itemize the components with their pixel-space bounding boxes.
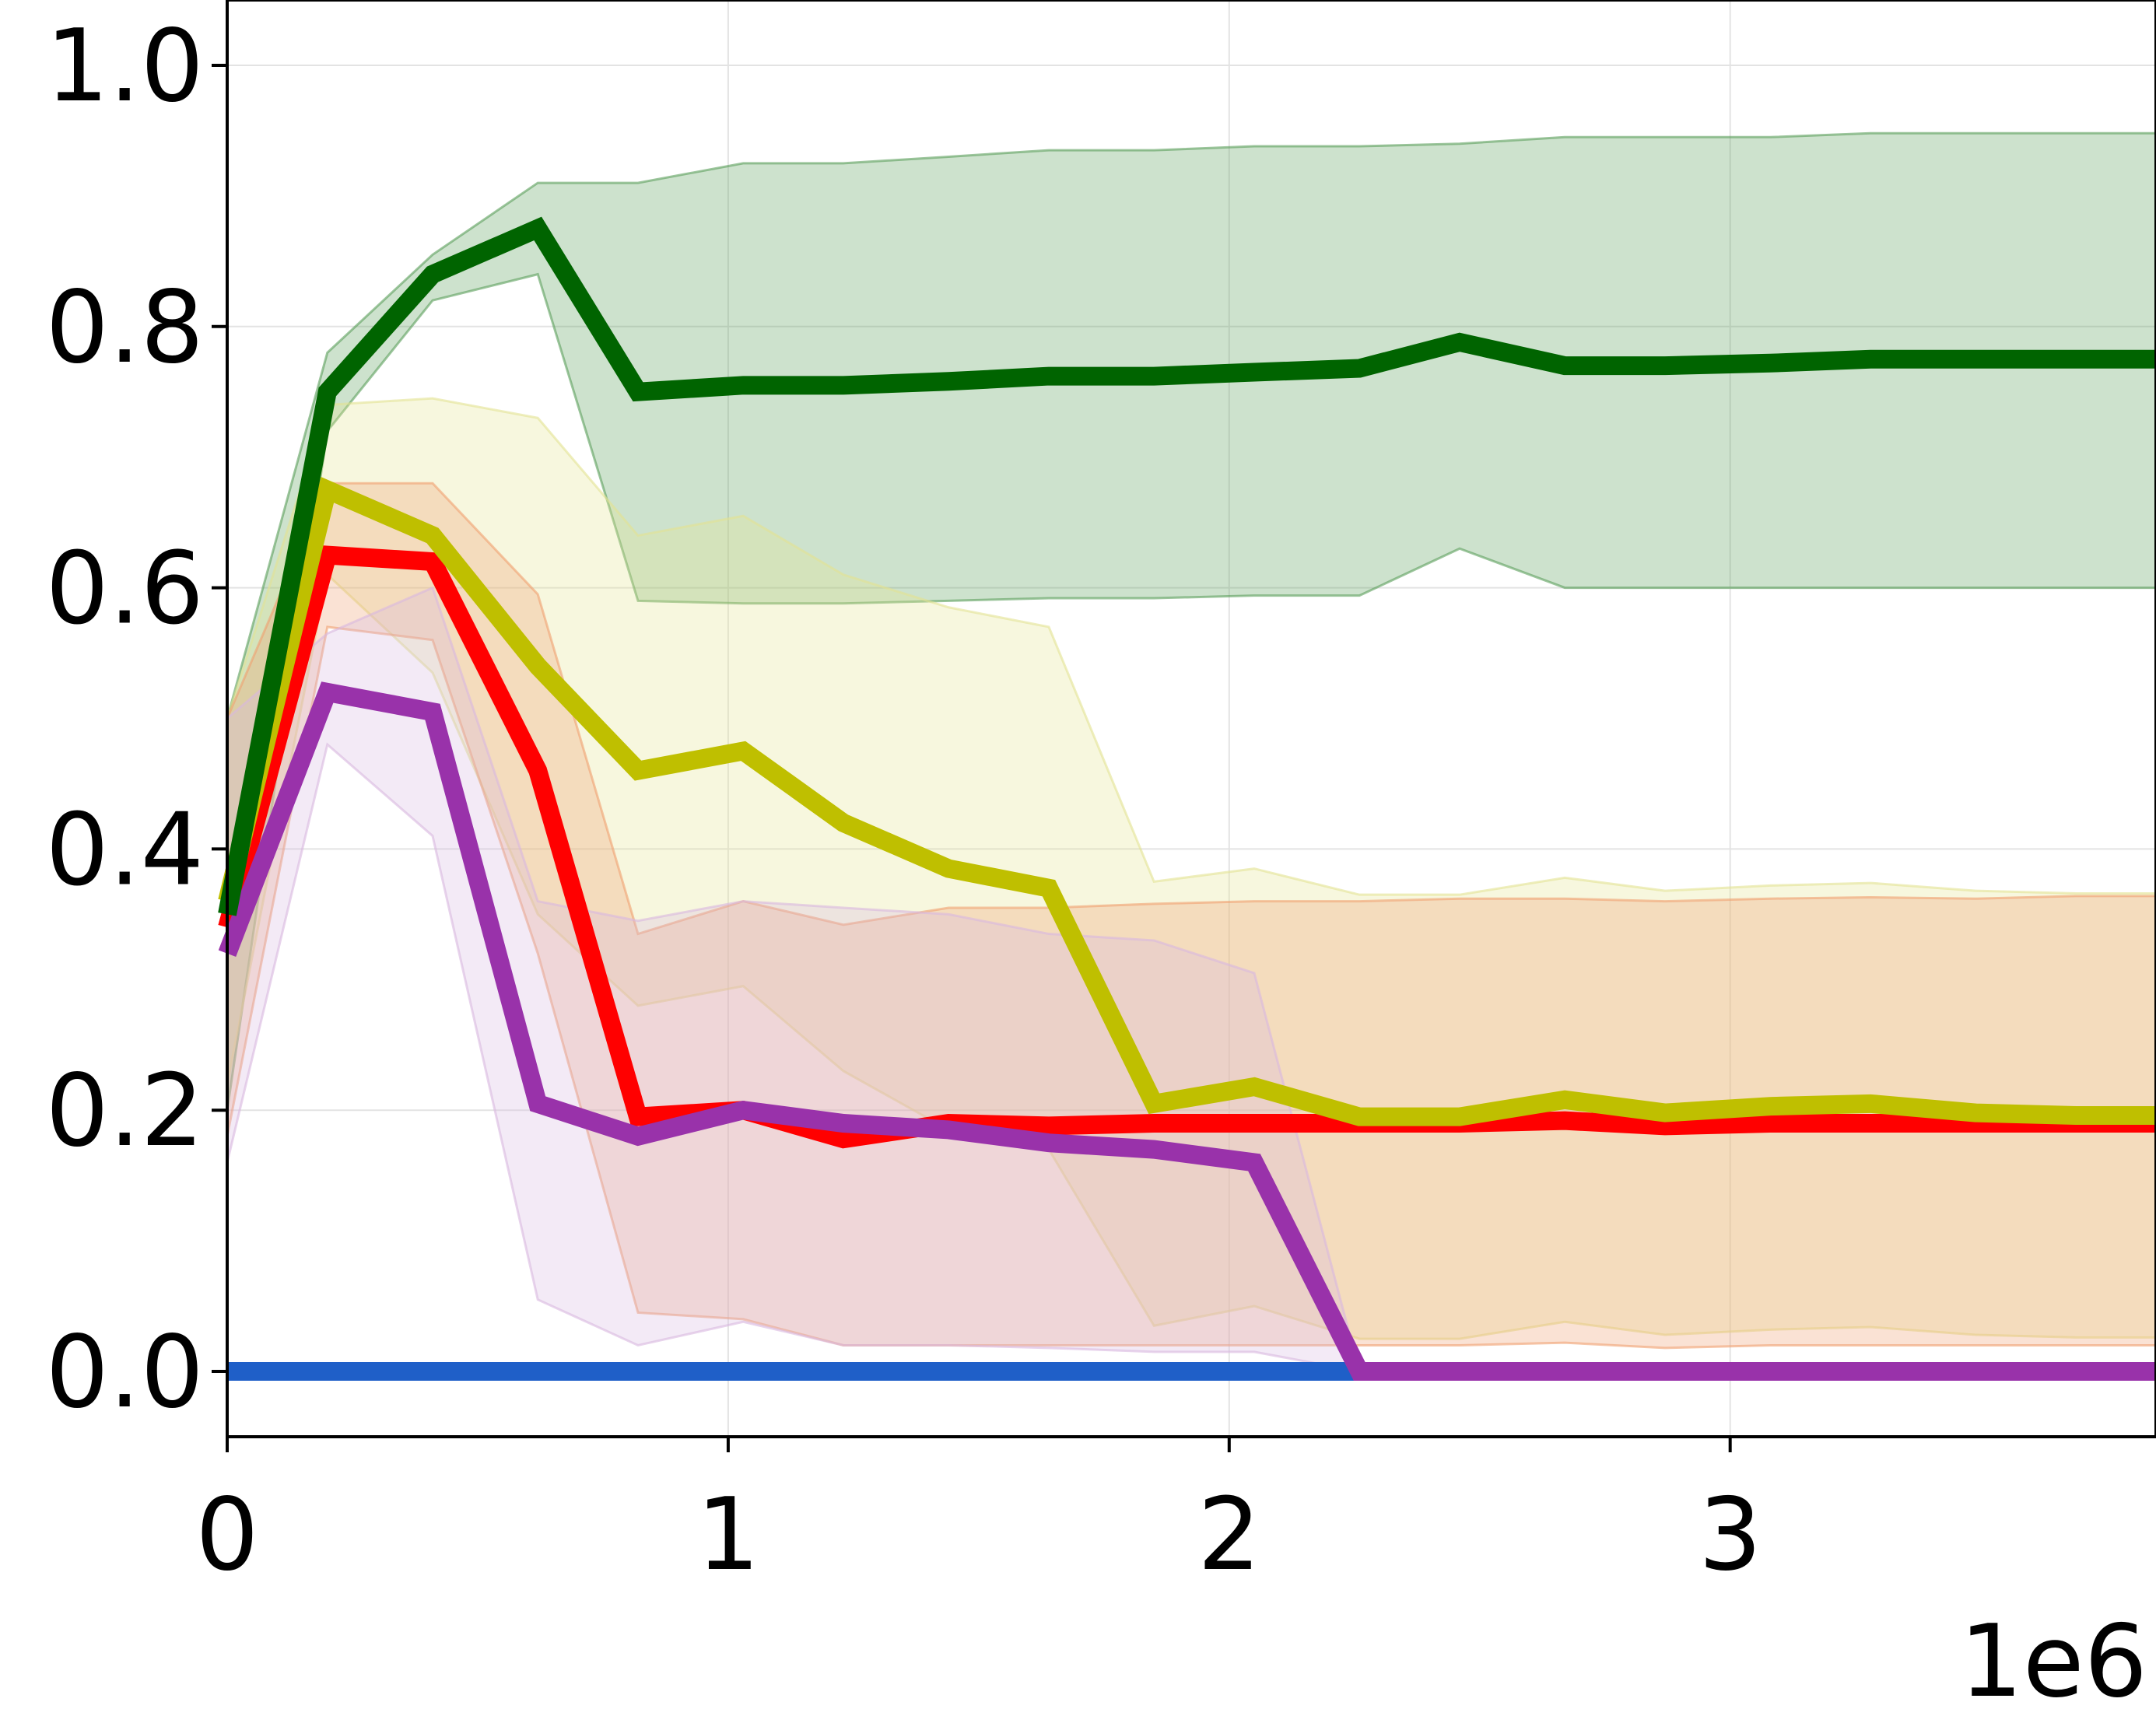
x-axis-ticks: 0 1 2 3	[195, 1437, 1762, 1593]
grid-lines	[226, 0, 2156, 1437]
axes	[226, 0, 2156, 1438]
series-line	[218, 545, 2156, 1149]
x-tick-label: 3	[1699, 1477, 1762, 1593]
x-tick-label: 0	[195, 1477, 258, 1593]
x-tick-label: 2	[1197, 1477, 1260, 1593]
y-tick-label: 0.8	[45, 270, 204, 386]
y-tick-label: 0.0	[45, 1315, 204, 1431]
series-band	[226, 131, 2156, 1111]
y-axis-ticks: 0.0 0.2 0.4 0.6 0.8 1.0	[45, 9, 227, 1431]
series-line	[218, 216, 2156, 916]
y-tick-label: 0.4	[45, 792, 204, 908]
x-axis-offset-label: 1e6	[1959, 1604, 2147, 1720]
series-line	[218, 681, 2156, 1382]
x-tick-label: 1	[696, 1477, 759, 1593]
series-lines	[218, 216, 2156, 1382]
plot-frame	[226, 0, 2156, 1438]
y-tick-label: 1.0	[45, 9, 204, 124]
y-tick-label: 0.6	[45, 531, 204, 647]
series-line	[218, 476, 2156, 1126]
y-tick-label: 0.2	[45, 1053, 204, 1169]
